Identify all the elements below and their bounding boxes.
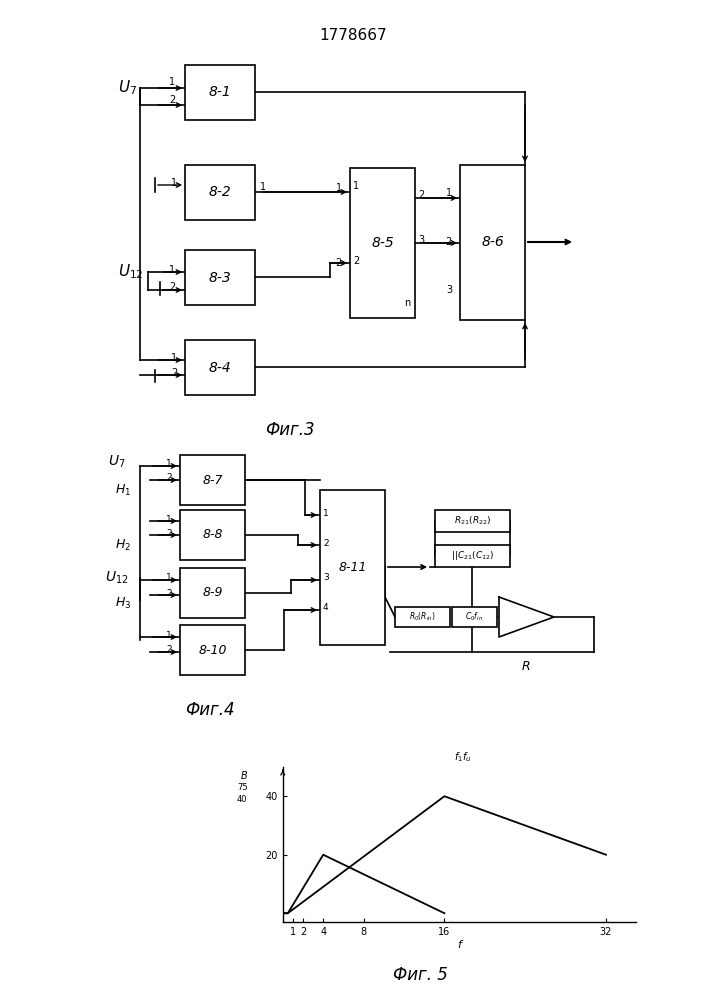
Text: 1: 1 (446, 188, 452, 198)
Text: $f_1 f_u$: $f_1 f_u$ (455, 750, 472, 764)
Bar (180, 510, 245, 560)
Text: 8-3: 8-3 (209, 270, 231, 284)
Text: B: B (240, 771, 247, 781)
Bar (185, 165, 255, 220)
Text: 8-6: 8-6 (481, 235, 504, 249)
Bar (180, 455, 245, 505)
Text: Фиг. 5: Фиг. 5 (392, 966, 448, 984)
Text: f: f (457, 940, 462, 950)
Text: $U_7$: $U_7$ (108, 454, 126, 470)
Text: 1: 1 (260, 182, 266, 192)
Text: 3: 3 (418, 235, 424, 245)
Text: 2: 2 (418, 190, 424, 200)
Text: 2: 2 (445, 237, 452, 247)
Polygon shape (499, 597, 554, 637)
Bar (185, 250, 255, 305)
Bar (320, 490, 385, 645)
Text: 75: 75 (237, 783, 247, 792)
Text: $H_2$: $H_2$ (115, 537, 131, 553)
Bar (180, 625, 245, 675)
Text: 1: 1 (323, 508, 329, 518)
Bar (435, 545, 510, 567)
Text: 2: 2 (166, 528, 172, 538)
Text: $||C_{21}(C_{12})$: $||C_{21}(C_{12})$ (451, 550, 494, 562)
Text: $C_0f_{in}$: $C_0f_{in}$ (465, 611, 484, 623)
Text: Фиг.4: Фиг.4 (185, 701, 235, 719)
Text: 8-9: 8-9 (202, 586, 223, 599)
Text: 3: 3 (446, 285, 452, 295)
Text: 2: 2 (166, 646, 172, 654)
Text: 1: 1 (336, 183, 342, 193)
Bar (452, 607, 497, 627)
Text: 40: 40 (237, 795, 247, 804)
Bar (460, 165, 525, 320)
Text: $H_1$: $H_1$ (115, 482, 131, 498)
Text: 1: 1 (353, 181, 359, 191)
Text: 1: 1 (171, 353, 177, 363)
Text: 8-11: 8-11 (338, 561, 367, 574)
Text: 8-1: 8-1 (209, 86, 231, 100)
Text: 8-10: 8-10 (198, 644, 227, 656)
Text: 2: 2 (169, 282, 175, 292)
Text: 2: 2 (171, 368, 177, 378)
Text: 1: 1 (171, 178, 177, 188)
Text: 1: 1 (169, 77, 175, 87)
Text: $U_7$: $U_7$ (118, 79, 137, 97)
Text: 8-2: 8-2 (209, 186, 231, 200)
Bar (395, 607, 450, 627)
Text: 2: 2 (166, 588, 172, 597)
Text: $R_{21}(R_{22})$: $R_{21}(R_{22})$ (454, 515, 491, 527)
Text: 8-5: 8-5 (371, 236, 394, 250)
Bar (350, 168, 415, 318)
Bar (435, 510, 510, 532)
Text: 1: 1 (166, 460, 172, 468)
Text: 8-8: 8-8 (202, 528, 223, 542)
Text: 1778667: 1778667 (319, 28, 387, 43)
Text: n: n (404, 298, 410, 308)
Text: 8-4: 8-4 (209, 360, 231, 374)
Text: $H_3$: $H_3$ (115, 595, 132, 611)
Text: R: R (522, 660, 530, 674)
Bar (185, 340, 255, 395)
Text: $R_0(R_{in})$: $R_0(R_{in})$ (409, 611, 436, 623)
Text: 1: 1 (166, 514, 172, 524)
Text: 2: 2 (166, 474, 172, 483)
Text: 1: 1 (166, 631, 172, 640)
Text: 4: 4 (323, 603, 329, 612)
Bar (180, 568, 245, 618)
Text: 3: 3 (323, 574, 329, 582)
Text: $U_{12}$: $U_{12}$ (118, 263, 144, 281)
Text: 8-7: 8-7 (202, 474, 223, 487)
Text: 2: 2 (336, 258, 342, 268)
Text: 2: 2 (169, 95, 175, 105)
Text: Фиг.3: Фиг.3 (265, 421, 315, 439)
Bar (185, 65, 255, 120)
Text: 1: 1 (166, 574, 172, 582)
Text: $U_{12}$: $U_{12}$ (105, 570, 129, 586)
Text: 1: 1 (169, 265, 175, 275)
Text: 2: 2 (353, 256, 359, 266)
Text: 2: 2 (323, 538, 329, 548)
